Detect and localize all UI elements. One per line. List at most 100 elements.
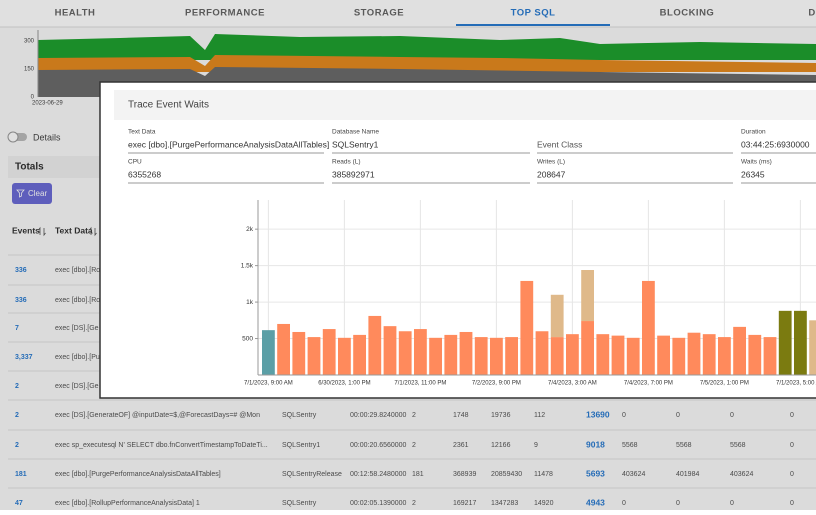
bar[interactable] <box>338 337 351 375</box>
bar[interactable] <box>626 337 640 375</box>
table-cell: 5568 <box>730 442 746 449</box>
table-cell: 112 <box>534 412 545 419</box>
bar[interactable] <box>322 329 336 375</box>
field-label: Writes (L) <box>537 159 565 166</box>
table-cell[interactable]: 4943 <box>586 497 605 507</box>
bar[interactable] <box>490 337 503 375</box>
table-cell: 5568 <box>622 442 638 449</box>
bar[interactable] <box>566 334 579 375</box>
tab[interactable]: BLOCKING <box>660 8 715 19</box>
table-cell: 0 <box>790 471 794 478</box>
field-label: Database Name <box>332 129 379 136</box>
bar[interactable] <box>702 334 716 375</box>
bar[interactable] <box>368 315 382 375</box>
tab[interactable]: PERFORMANCE <box>185 8 265 19</box>
bar[interactable] <box>550 337 564 375</box>
bar[interactable] <box>642 280 655 375</box>
table-cell: 0 <box>676 500 680 507</box>
table-cell: 00:12:58.2480000 <box>350 471 407 478</box>
bar[interactable] <box>383 326 397 375</box>
table-cell[interactable]: 13690 <box>586 409 610 419</box>
clear-button[interactable]: Clear <box>12 183 52 204</box>
chart: 500 1k 1.5k 2k 7/1/2023, 9:00 AM 6/30/2023, 1… <box>241 200 816 387</box>
bar[interactable] <box>505 337 518 375</box>
x-tick-label: 7/5/2023, 1:00 PM <box>700 381 749 387</box>
bar[interactable] <box>794 310 807 375</box>
y-tick-label: 1.5k <box>241 262 254 269</box>
x-tick-label: 7/1/2023, 11:00 PM <box>394 381 446 387</box>
bar[interactable] <box>444 334 458 375</box>
field-value: 26345 <box>741 169 765 179</box>
bar[interactable] <box>611 335 625 375</box>
field-value: 6355268 <box>128 169 161 179</box>
bar[interactable] <box>581 321 594 375</box>
bar[interactable] <box>809 320 816 375</box>
bar[interactable] <box>414 329 427 375</box>
table-cell: 1347283 <box>491 500 518 507</box>
table-cell: 2361 <box>453 442 469 449</box>
bar[interactable] <box>778 310 792 375</box>
table-cell: 0 <box>622 412 626 419</box>
toggle-knob[interactable] <box>7 131 19 143</box>
table-cell: 169217 <box>453 500 476 507</box>
bar[interactable] <box>535 331 549 375</box>
x-tick-label: 7/1/2023, 5:00 AM <box>776 381 816 387</box>
details-toggle[interactable] <box>7 131 27 143</box>
bar[interactable] <box>581 270 594 322</box>
tab-indicator <box>456 24 610 26</box>
bar[interactable] <box>262 330 275 375</box>
table-cell[interactable]: 9018 <box>586 439 605 449</box>
bar[interactable] <box>657 335 670 375</box>
events-link[interactable]: 2 <box>15 412 19 419</box>
table-cell: 368939 <box>453 471 476 478</box>
bar[interactable] <box>459 331 473 375</box>
sort-icon[interactable] <box>38 226 46 237</box>
bar[interactable] <box>398 331 412 375</box>
sort-icon[interactable] <box>89 226 97 237</box>
table-cell: 00:02:05.1390000 <box>350 500 407 507</box>
field-value: 03:44:25:6930000 <box>741 139 810 149</box>
table-cell: exec [dbo].[RollupPerformanceAnalysisDat… <box>55 500 200 507</box>
bar[interactable] <box>763 337 777 375</box>
bar[interactable] <box>718 337 731 375</box>
tab[interactable]: TOP SQL <box>511 8 556 19</box>
tab[interactable]: D <box>808 8 815 19</box>
bar[interactable] <box>550 294 564 338</box>
bar[interactable] <box>429 337 442 375</box>
events-link[interactable]: 3,337 <box>15 354 33 361</box>
events-link[interactable]: 47 <box>15 500 23 507</box>
filter-icon <box>16 189 25 198</box>
table-cell: 0 <box>790 412 794 419</box>
events-link[interactable]: 181 <box>15 471 27 478</box>
bar[interactable] <box>687 332 701 375</box>
bar[interactable] <box>596 334 610 375</box>
clear-button-label[interactable]: Clear <box>28 189 47 198</box>
table-cell[interactable]: 5693 <box>586 468 605 478</box>
field-label: Reads (L) <box>332 159 361 166</box>
events-link[interactable]: 336 <box>15 267 27 274</box>
bar[interactable] <box>672 337 686 375</box>
bar[interactable] <box>307 337 321 375</box>
table-cell: 401984 <box>676 471 699 478</box>
bar[interactable] <box>520 280 534 375</box>
events-link[interactable]: 2 <box>15 442 19 449</box>
events-link[interactable]: 336 <box>15 297 27 304</box>
table-cell: 19736 <box>491 412 511 419</box>
details-label: Details <box>33 132 61 142</box>
tab[interactable]: STORAGE <box>354 8 404 19</box>
table-cell: 2 <box>412 500 416 507</box>
bar[interactable] <box>748 334 762 375</box>
table-cell: exec [dbo].[Ro <box>55 267 100 274</box>
events-link[interactable]: 2 <box>15 383 19 390</box>
bar[interactable] <box>353 334 366 375</box>
bar[interactable] <box>474 337 488 375</box>
tab[interactable]: HEALTH <box>55 8 96 19</box>
bar[interactable] <box>733 326 746 375</box>
table-cell: 2 <box>412 412 416 419</box>
events-link[interactable]: 7 <box>15 325 19 332</box>
bar[interactable] <box>292 331 306 375</box>
clear-button-bg[interactable] <box>12 183 52 204</box>
bar[interactable] <box>277 323 290 375</box>
table-cell: 11478 <box>534 471 553 478</box>
